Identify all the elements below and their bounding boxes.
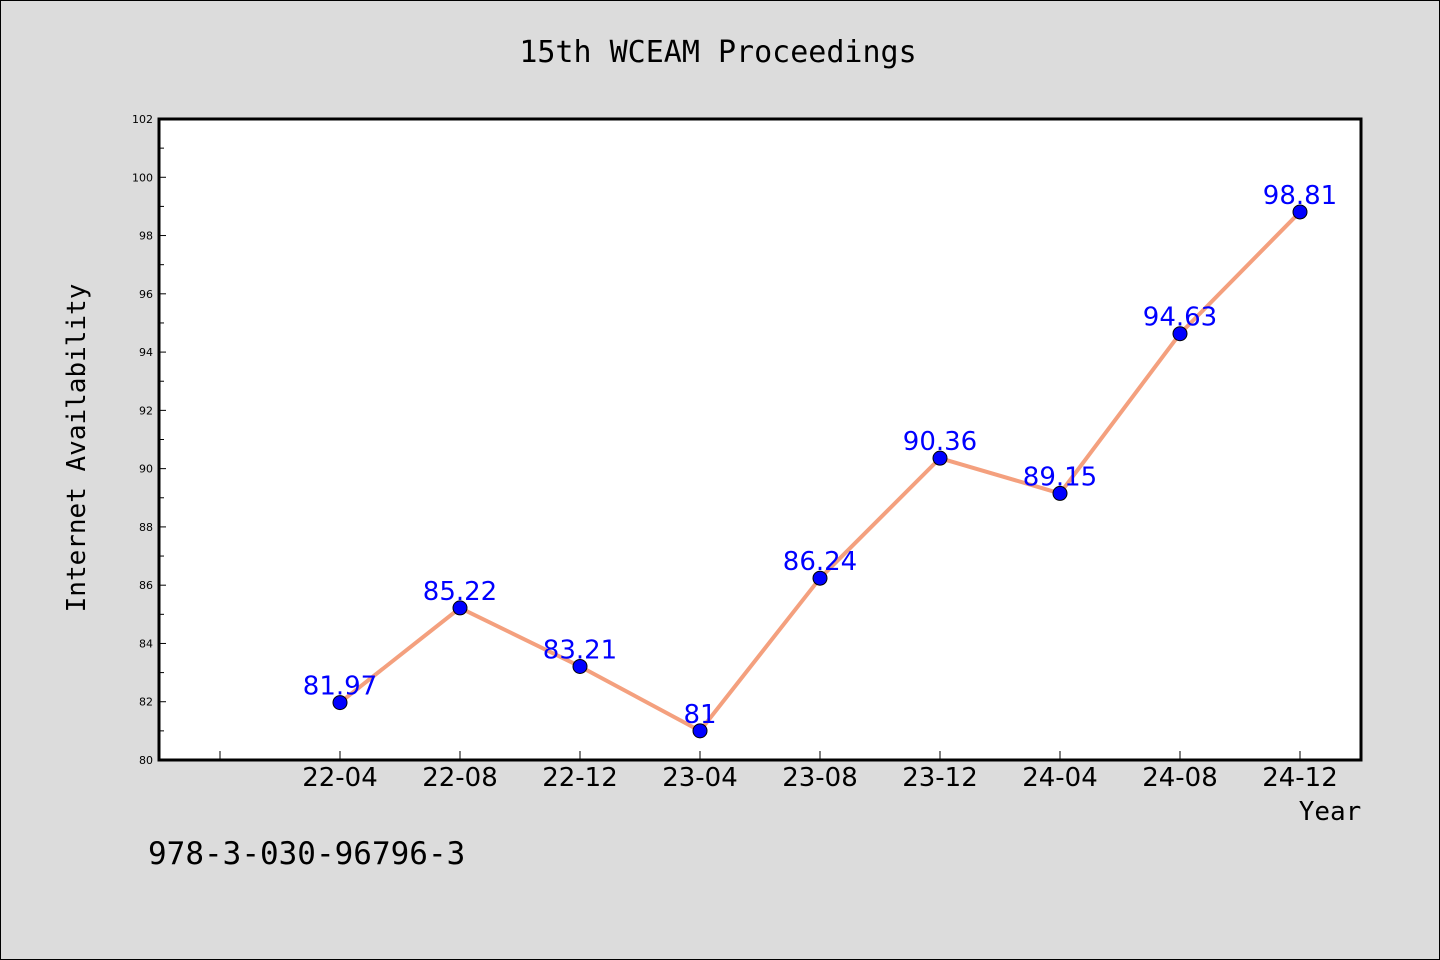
y-tick-label: 82	[139, 696, 153, 709]
x-tick-label: 23-08	[782, 763, 858, 793]
x-tick-label: 22-12	[542, 763, 618, 793]
data-label: 98.81	[1263, 181, 1337, 211]
data-point	[932, 450, 948, 466]
data-point	[452, 600, 468, 616]
y-axis-label: Internet Availability	[62, 284, 92, 613]
y-tick-label: 86	[139, 579, 153, 592]
y-axis: 80 82 84 86 88 90 92 94 96 98 100 102	[132, 113, 166, 767]
plot-area	[157, 117, 1363, 762]
data-point	[572, 658, 588, 674]
x-tick-label: 22-08	[422, 763, 498, 793]
data-label: 81.97	[303, 672, 377, 702]
x-tick-label: 23-04	[662, 763, 738, 793]
x-tick-label: 24-04	[1022, 763, 1098, 793]
x-tick-label: 24-12	[1262, 763, 1338, 793]
data-point	[1292, 204, 1308, 220]
x-axis: 22-04 22-08 22-12 23-04 23-08 23-12 24-04 24-08…	[219, 751, 1338, 793]
y-tick-label: 90	[139, 463, 153, 476]
y-tick-label: 98	[139, 230, 153, 243]
x-axis-label: Year	[1299, 797, 1362, 827]
data-point	[1172, 326, 1188, 342]
y-tick-label: 100	[132, 171, 153, 184]
y-tick-label: 88	[139, 521, 153, 534]
data-label: 81	[683, 700, 716, 730]
data-label: 94.63	[1143, 303, 1217, 333]
y-tick-label: 92	[139, 404, 153, 417]
data-point	[812, 570, 828, 586]
data-point	[1052, 485, 1068, 501]
x-tick-label: 22-04	[302, 763, 378, 793]
series-layer: 81.97 85.22 83.21 81 86.24 90.36 89.15 94.63 98.…	[303, 181, 1337, 739]
data-label: 90.36	[903, 427, 977, 457]
x-tick-label: 24-08	[1142, 763, 1218, 793]
y-tick-label: 84	[139, 637, 153, 650]
data-point	[692, 723, 708, 739]
y-tick-label: 96	[139, 288, 153, 301]
data-label: 86.24	[783, 547, 857, 577]
y-tick-label: 94	[139, 346, 153, 359]
y-tick-label: 80	[139, 754, 153, 767]
chart-title: 15th WCEAM Proceedings	[519, 35, 916, 70]
y-tick-label: 102	[132, 113, 153, 126]
isbn-text: 978-3-030-96796-3	[148, 836, 465, 872]
data-label: 83.21	[543, 635, 617, 665]
data-label: 85.22	[423, 577, 497, 607]
data-point	[332, 695, 348, 711]
data-label: 89.15	[1023, 462, 1097, 492]
x-tick-label: 23-12	[902, 763, 978, 793]
